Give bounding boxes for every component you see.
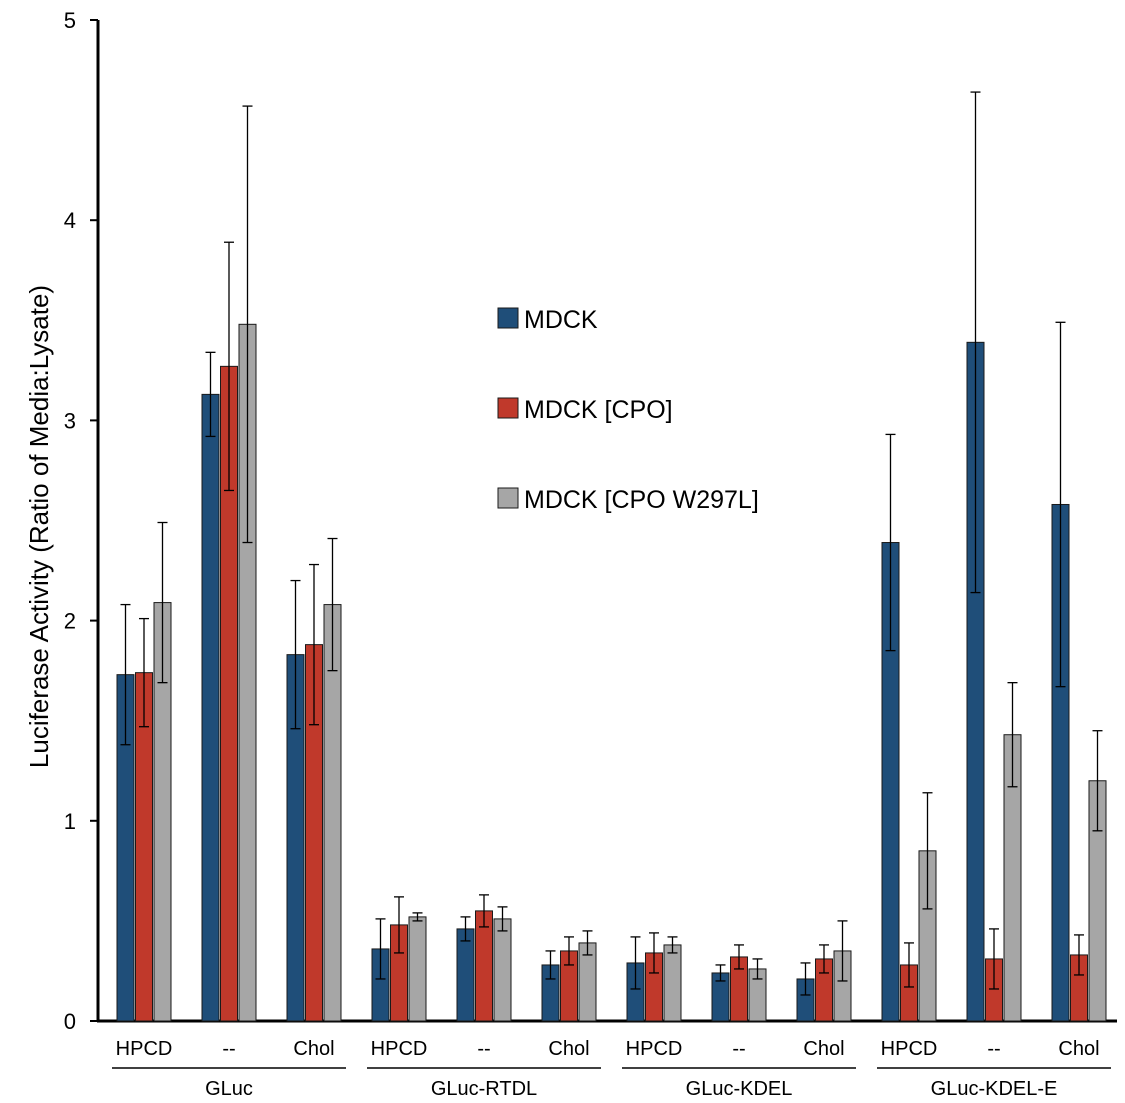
bar xyxy=(201,393,220,1022)
category-label: HPCD xyxy=(626,1038,683,1060)
category-label: Chol xyxy=(803,1038,844,1060)
y-tick-label: 3 xyxy=(64,408,76,433)
bar xyxy=(663,944,682,1022)
y-tick-label: 0 xyxy=(64,1009,76,1034)
category-label: Chol xyxy=(548,1038,589,1060)
legend-label: MDCK [CPO W297L] xyxy=(524,486,759,514)
category-label: Chol xyxy=(1058,1038,1099,1060)
category-label: -- xyxy=(732,1038,745,1060)
legend-label: MDCK [CPO] xyxy=(524,396,673,424)
category-label: -- xyxy=(477,1038,490,1060)
legend-swatch xyxy=(497,397,519,419)
axes: 0 1 2 3 4 5 Luciferase Activity (Ratio of Medi… xyxy=(24,8,1117,1034)
y-axis-title: Luciferase Activity (Ratio of Media:Lysa… xyxy=(24,285,54,768)
group-label: GLuc-KDEL xyxy=(686,1078,793,1100)
legend-label: MDCK xyxy=(524,306,598,334)
y-tick-label: 1 xyxy=(64,809,76,834)
bars xyxy=(116,323,1107,1022)
bar xyxy=(408,916,427,1022)
group-label: GLuc xyxy=(205,1078,253,1100)
category-label: HPCD xyxy=(116,1038,173,1060)
category-label: -- xyxy=(987,1038,1000,1060)
bar xyxy=(456,928,475,1022)
y-tick-label: 2 xyxy=(64,609,76,634)
category-label: HPCD xyxy=(881,1038,938,1060)
group-label: GLuc-RTDL xyxy=(431,1078,537,1100)
category-label: Chol xyxy=(293,1038,334,1060)
category-label: HPCD xyxy=(371,1038,428,1060)
y-tick-label: 5 xyxy=(64,8,76,33)
bar xyxy=(493,918,512,1022)
legend-swatch xyxy=(497,307,519,329)
legend-swatch xyxy=(497,487,519,509)
category-label: -- xyxy=(222,1038,235,1060)
error-bars xyxy=(120,91,1103,996)
y-tick-label: 4 xyxy=(64,208,76,233)
group-label: GLuc-KDEL-E xyxy=(931,1078,1058,1100)
legend: MDCK MDCK [CPO] MDCK [CPO W297L] xyxy=(497,306,759,514)
